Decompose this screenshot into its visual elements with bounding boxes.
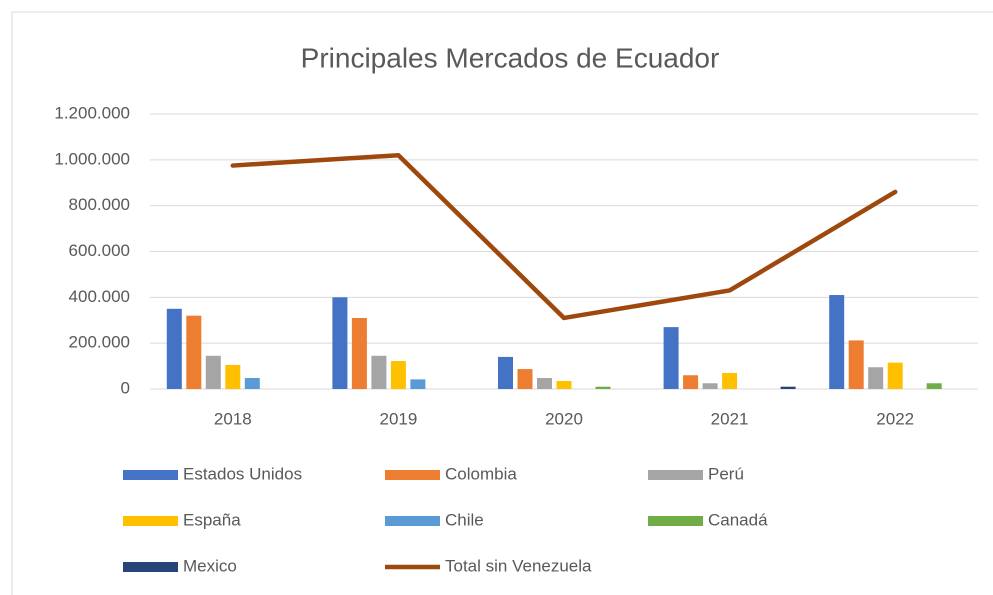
bar	[848, 340, 864, 389]
bar	[780, 386, 796, 389]
x-tick-label: 2022	[876, 409, 914, 428]
y-tick-label: 0	[121, 378, 130, 397]
bar	[244, 378, 260, 389]
legend-swatch	[123, 516, 178, 526]
bar	[595, 386, 611, 389]
bar	[371, 355, 387, 389]
bar	[390, 361, 406, 389]
y-tick-label: 200.000	[69, 333, 130, 352]
legend-label: España	[183, 510, 241, 529]
bar	[225, 364, 241, 389]
bar	[351, 317, 367, 389]
chart-title: Principales Mercados de Ecuador	[301, 42, 720, 73]
legend-swatch	[648, 470, 703, 480]
y-tick-label: 400.000	[69, 287, 130, 306]
legend-label: Colombia	[445, 464, 517, 483]
legend-swatch	[385, 516, 440, 526]
x-tick-label: 2020	[545, 409, 583, 428]
x-tick-label: 2018	[214, 409, 252, 428]
y-tick-label: 800.000	[69, 195, 130, 214]
legend-swatch	[385, 470, 440, 480]
bar	[556, 380, 572, 389]
y-tick-label: 600.000	[69, 241, 130, 260]
bar	[186, 315, 202, 389]
bar	[722, 372, 738, 389]
bar	[868, 367, 884, 389]
legend-swatch	[648, 516, 703, 526]
bar	[887, 362, 903, 389]
bar	[537, 378, 552, 389]
y-tick-label: 1.000.000	[54, 149, 130, 168]
legend-label: Chile	[445, 510, 484, 529]
y-tick-label: 1.200.000	[54, 103, 130, 122]
x-tick-label: 2019	[379, 409, 417, 428]
legend-swatch	[123, 562, 178, 572]
chart-border	[11, 11, 993, 595]
legend-label: Mexico	[183, 556, 237, 575]
bar	[205, 355, 221, 389]
legend-label: Estados Unidos	[183, 464, 302, 483]
legend-label: Perú	[708, 464, 744, 483]
bar	[498, 356, 513, 389]
bar	[683, 375, 699, 389]
bar	[332, 297, 348, 389]
legend-swatch	[123, 470, 178, 480]
legend-label: Total sin Venezuela	[445, 556, 592, 575]
bar	[166, 308, 182, 389]
bar	[829, 295, 845, 389]
x-tick-label: 2021	[711, 409, 749, 428]
bar	[702, 383, 718, 389]
legend-label: Canadá	[708, 510, 768, 529]
bar	[410, 379, 426, 389]
line	[230, 153, 898, 321]
bar	[517, 369, 533, 389]
bar	[926, 383, 942, 389]
bar	[663, 327, 679, 389]
